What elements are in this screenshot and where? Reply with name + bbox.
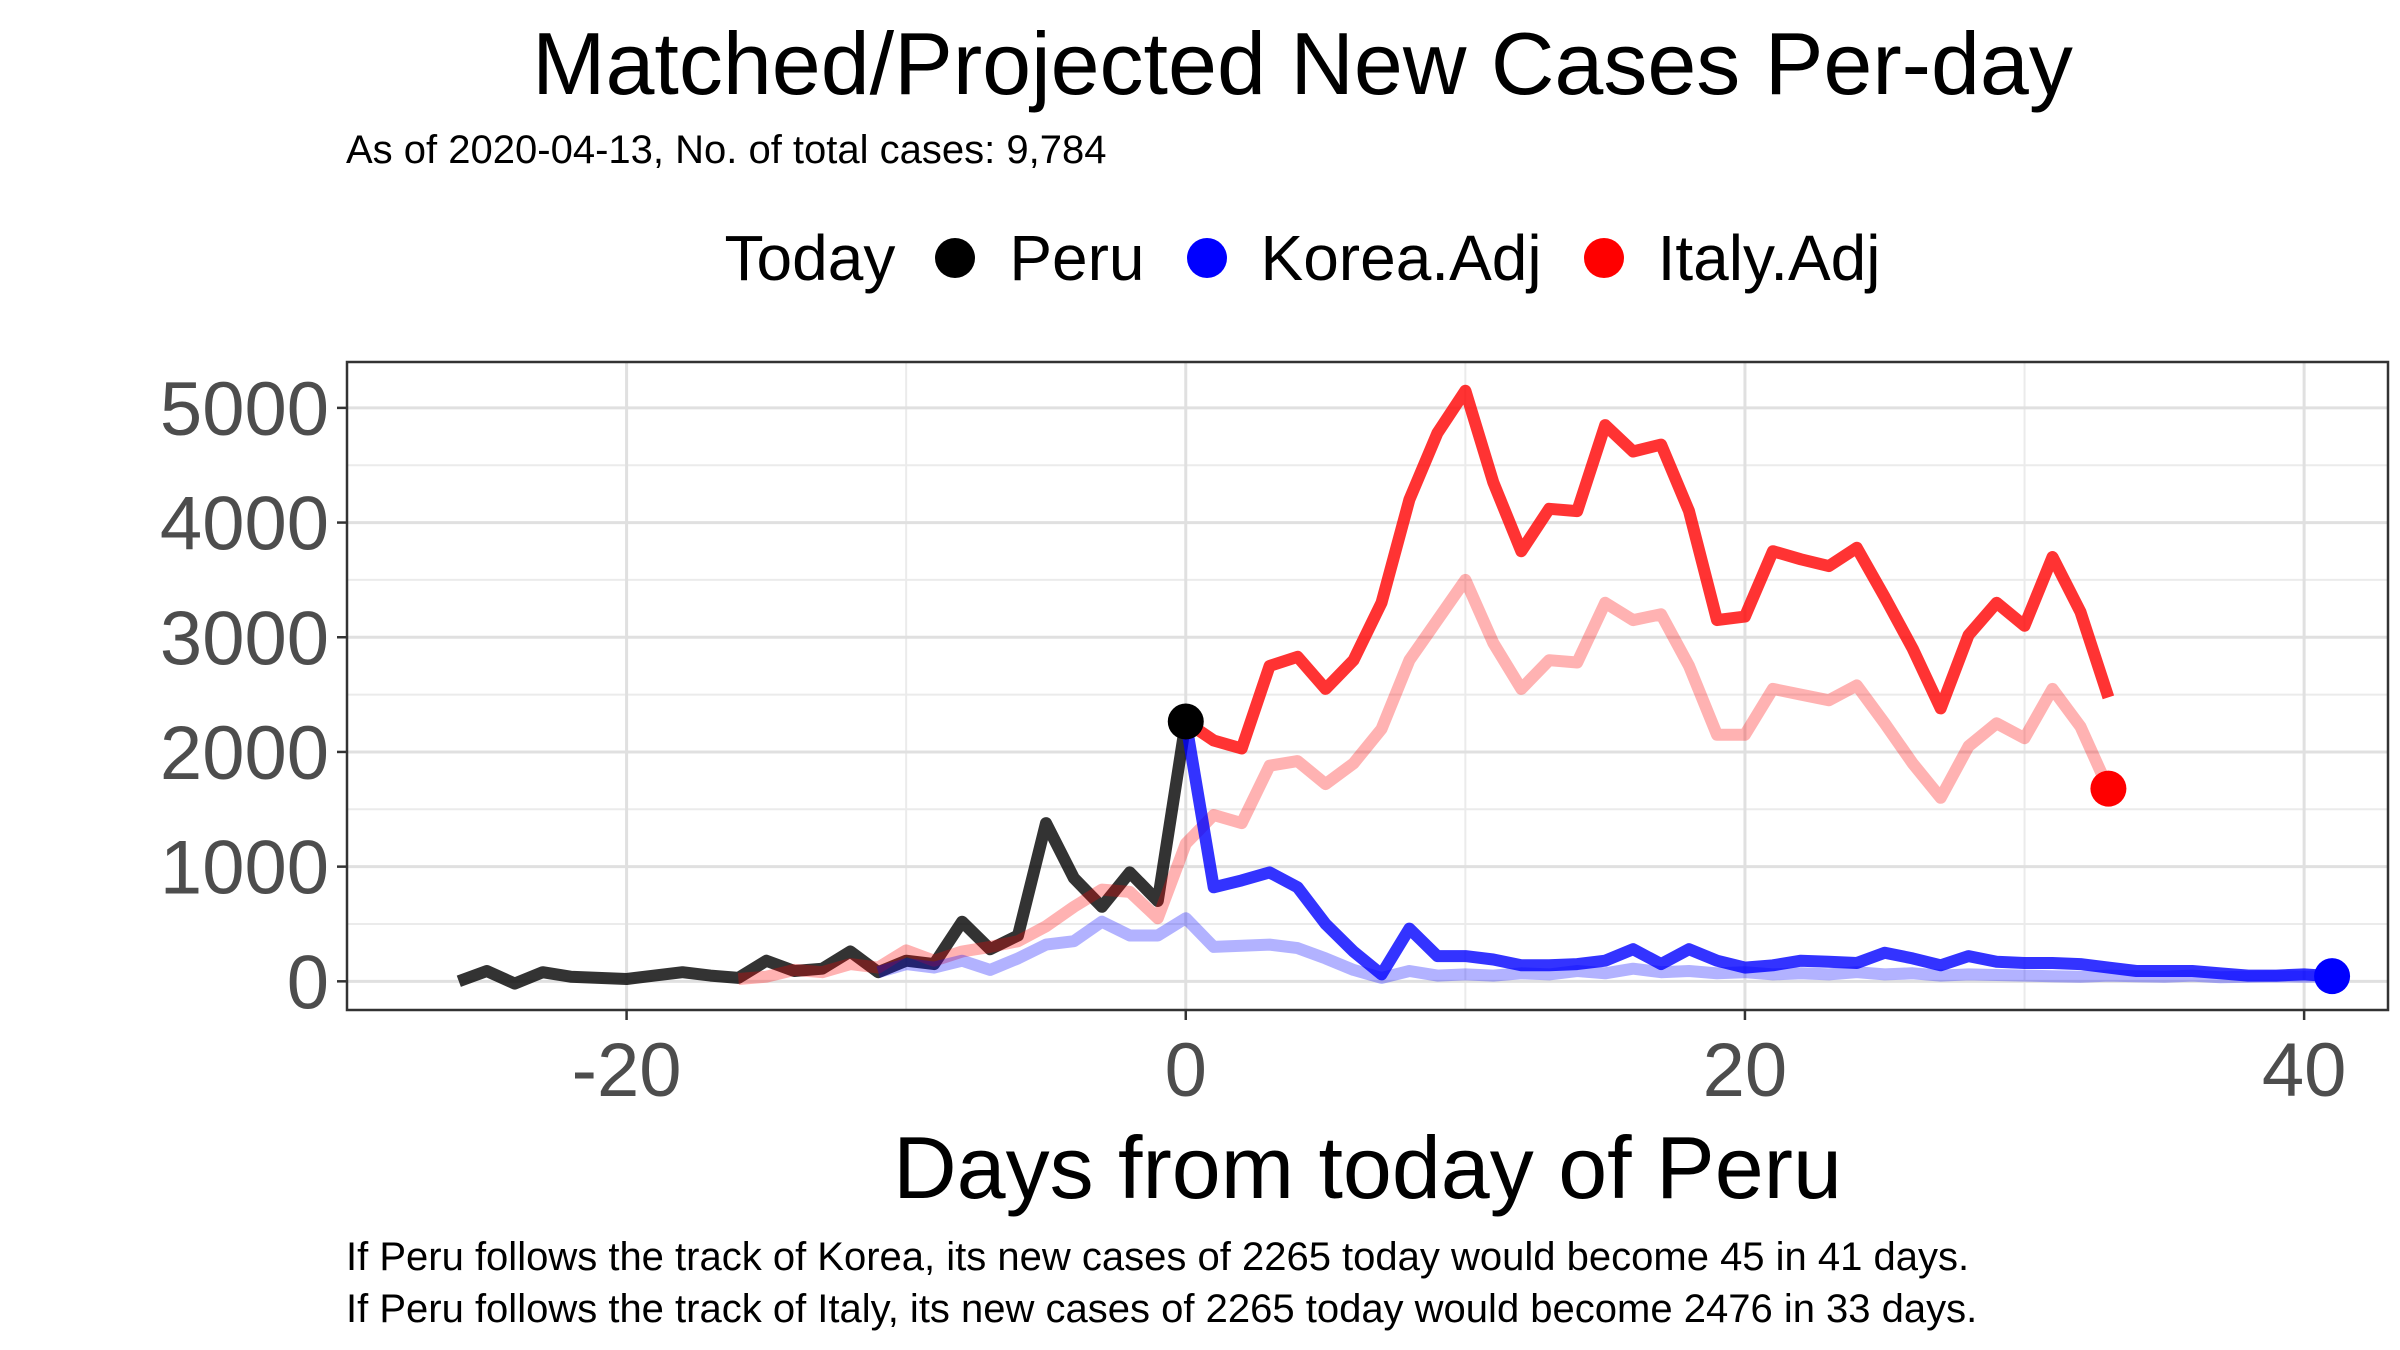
legend-dot-peru-icon (935, 238, 976, 278)
legend-label-peru: Peru (1009, 222, 1145, 294)
y-tick-label: 4000 (160, 482, 329, 567)
legend-dot-italy-icon (1583, 238, 1624, 278)
y-tick-label: 5000 (160, 367, 329, 452)
x-tick-label: 40 (2262, 1028, 2347, 1113)
legend: Today Peru Korea.Adj Italy.Adj (0, 218, 2400, 298)
series-line-italy-adj-shadow (737, 573, 2114, 985)
x-tick-label: 0 (1165, 1028, 1207, 1113)
legend-item-italy: Italy.Adj (1583, 221, 1881, 295)
caption-italy: If Peru follows the track of Italy, its … (346, 1287, 1978, 1331)
y-tick-label: 1000 (160, 826, 329, 911)
x-axis-label: Days from today of Peru (893, 1118, 1842, 1217)
x-tick-label: -20 (572, 1028, 682, 1113)
chart-plot: 0 1000 2000 3000 4000 5000 -20 0 20 40 Days from t… (160, 360, 2390, 1217)
plot-border (345, 360, 2390, 1012)
series-line-korea-adj-shadow (876, 912, 2333, 984)
series-line-italy-adj (1182, 384, 2115, 755)
legend-title: Today (724, 222, 896, 294)
marker-peru (1167, 703, 1204, 740)
series-line-korea-adj (1179, 720, 2333, 983)
y-tick-label: 0 (287, 940, 329, 1025)
x-tick-label: 20 (1703, 1028, 1788, 1113)
y-tick-label: 2000 (160, 711, 329, 796)
legend-item-peru: Peru (935, 221, 1145, 295)
marker-italy-adj (2090, 770, 2127, 807)
chart-subtitle: As of 2020-04-13, No. of total cases: 9,… (346, 128, 1107, 172)
legend-dot-korea-icon (1186, 238, 1227, 278)
series-line-peru (456, 720, 1192, 990)
plot-panel (347, 362, 2388, 1010)
legend-item-korea: Korea.Adj (1186, 221, 1542, 295)
caption-korea: If Peru follows the track of Korea, its … (346, 1235, 1970, 1279)
legend-label-korea: Korea.Adj (1260, 222, 1542, 294)
y-tick-label: 3000 (160, 596, 329, 681)
marker-korea-adj (2314, 958, 2351, 995)
legend-label-italy: Italy.Adj (1657, 222, 1881, 294)
chart-title: Matched/Projected New Cases Per-day (532, 14, 2073, 113)
